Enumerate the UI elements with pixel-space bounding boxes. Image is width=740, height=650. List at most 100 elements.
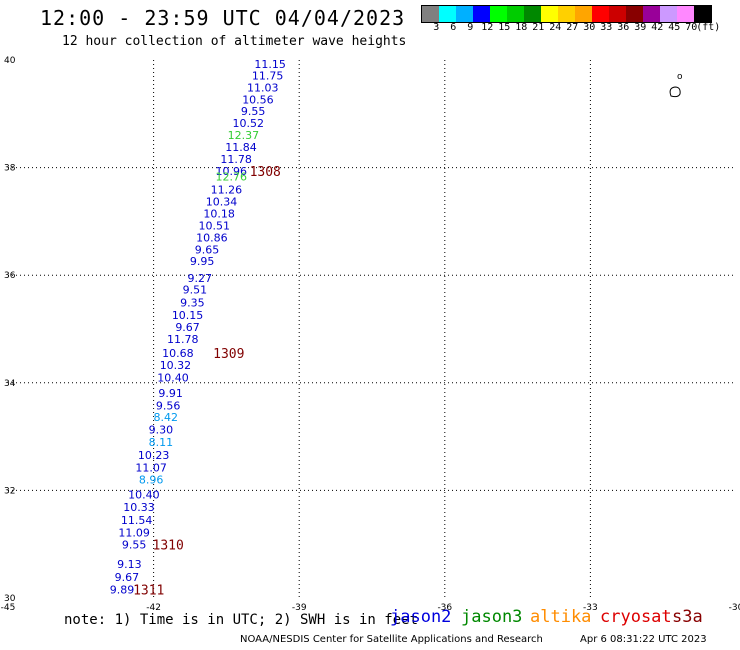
wave-height-label: 10.32 <box>160 359 192 372</box>
color-scale-label: 15 <box>498 22 511 33</box>
longitude-tick-label: -42 <box>146 603 161 613</box>
wave-height-label: 10.86 <box>196 232 228 245</box>
wave-height-label: 9.91 <box>158 387 183 400</box>
color-swatch <box>490 6 507 22</box>
wave-height-label: 9.56 <box>156 399 181 412</box>
wave-height-label: 10.40 <box>128 489 160 502</box>
color-swatch <box>660 6 677 22</box>
wave-height-label: 9.67 <box>115 571 140 584</box>
color-scale-label: 36 <box>617 22 630 33</box>
color-scale-label: (ft) <box>696 22 721 33</box>
color-swatch <box>558 6 575 22</box>
wave-height-label: 10.18 <box>203 207 235 220</box>
wave-height-label: 11.03 <box>247 81 279 94</box>
color-swatch <box>626 6 643 22</box>
color-scale-label: 70 <box>685 22 698 33</box>
satellite-legend-altika: altika <box>530 607 592 627</box>
color-swatch <box>507 6 524 22</box>
wave-height-label: 9.51 <box>183 284 208 297</box>
wave-height-label: 11.09 <box>118 526 150 539</box>
latitude-tick-label: 30 <box>4 594 16 604</box>
color-scale-label: 42 <box>651 22 664 33</box>
wave-height-label: 10.52 <box>232 117 264 130</box>
timestamp-text: Apr 6 08:31:22 UTC 2023 <box>580 634 707 645</box>
wave-height-label: 9.65 <box>195 243 220 256</box>
color-swatch <box>524 6 541 22</box>
color-scale-label: 39 <box>634 22 647 33</box>
latitude-tick-label: 40 <box>4 56 16 66</box>
wave-height-label: 12.76 <box>216 171 248 184</box>
color-scale-label: 24 <box>549 22 562 33</box>
map-title: 12:00 - 23:59 UTC 04/04/2023 <box>40 6 406 30</box>
longitude-tick-label: -33 <box>583 603 598 613</box>
wave-height-label: 10.68 <box>162 347 194 360</box>
pass-number-label: 1310 <box>153 539 184 554</box>
wave-height-label: 11.54 <box>121 514 153 527</box>
color-scale-label: 6 <box>450 22 457 33</box>
wave-height-label: 8.42 <box>153 411 178 424</box>
wave-height-label: 10.51 <box>199 220 231 233</box>
wave-height-label: 11.78 <box>167 333 199 346</box>
color-swatch <box>439 6 456 22</box>
wave-height-label: 12.37 <box>228 129 260 142</box>
longitude-tick-label: -39 <box>292 603 307 613</box>
wave-height-label: 10.40 <box>157 371 189 384</box>
color-scale-label: 12 <box>481 22 494 33</box>
islet-marker: o <box>677 72 683 82</box>
longitude-tick-label: -36 <box>437 603 452 613</box>
map-subtitle: 12 hour collection of altimeter wave hei… <box>62 34 407 49</box>
wave-height-label: 10.23 <box>138 449 170 462</box>
wave-height-label: 11.84 <box>225 141 257 154</box>
wave-height-label: 10.34 <box>206 195 238 208</box>
color-swatch <box>694 6 711 22</box>
satellite-legend-s3a: s3a <box>672 607 703 627</box>
wave-height-label: 10.56 <box>242 93 274 106</box>
satellite-legend-cryosat: cryosat <box>600 607 672 627</box>
wave-height-label: 8.96 <box>139 474 164 487</box>
longitude-tick-label: -45 <box>1 603 16 613</box>
wave-height-label: 9.55 <box>122 539 147 552</box>
island-outline <box>669 86 681 98</box>
color-swatch <box>456 6 473 22</box>
wave-height-label: 10.15 <box>172 309 204 322</box>
color-scale-label: 18 <box>515 22 528 33</box>
wave-height-label: 9.55 <box>241 105 266 118</box>
credit-text: NOAA/NESDIS Center for Satellite Applica… <box>240 634 543 645</box>
satellite-legend-jason3: jason3 <box>461 607 523 627</box>
color-swatch <box>609 6 626 22</box>
wave-height-label: 11.75 <box>252 70 284 83</box>
color-scale-label: 21 <box>532 22 545 33</box>
wave-height-label: 9.89 <box>110 583 135 596</box>
wave-height-label: 11.07 <box>135 461 167 474</box>
wave-height-color-scale <box>421 5 712 23</box>
wave-height-label: 11.78 <box>220 153 252 166</box>
longitude-tick-label: -30 <box>729 603 740 613</box>
wave-height-label: 9.27 <box>187 272 212 285</box>
color-swatch <box>422 6 439 22</box>
color-scale-label: 33 <box>600 22 613 33</box>
wave-height-label: 9.13 <box>117 558 142 571</box>
wave-height-label: 9.67 <box>175 321 200 334</box>
latitude-tick-label: 32 <box>4 486 15 496</box>
wave-height-label: 9.35 <box>180 297 205 310</box>
wave-height-label: 8.11 <box>149 436 174 449</box>
latitude-tick-label: 34 <box>4 379 16 389</box>
color-scale-label: 27 <box>566 22 579 33</box>
pass-number-label: 1311 <box>133 583 164 598</box>
color-swatch <box>473 6 490 22</box>
wave-height-label: 10.33 <box>123 501 155 514</box>
color-swatch <box>592 6 609 22</box>
color-scale-label: 3 <box>433 22 440 33</box>
satellite-legend-jason2: jason2 <box>390 607 452 627</box>
color-scale-label: 30 <box>583 22 596 33</box>
color-swatch <box>575 6 592 22</box>
color-scale-label: 9 <box>467 22 474 33</box>
latitude-tick-label: 38 <box>4 164 16 174</box>
color-swatch <box>677 6 694 22</box>
pass-number-label: 1308 <box>250 165 281 180</box>
color-swatch <box>541 6 558 22</box>
latitude-tick-label: 36 <box>4 271 16 281</box>
footer-note: note: 1) Time is in UTC; 2) SWH is in fe… <box>64 612 419 628</box>
color-scale-label: 45 <box>668 22 681 33</box>
